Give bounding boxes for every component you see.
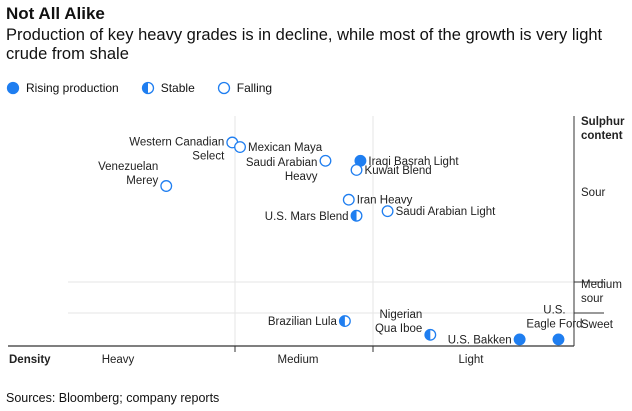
point-label: U.S. Mars Blend xyxy=(265,211,349,223)
data-point-falling xyxy=(381,205,394,218)
legend-item-falling: Falling xyxy=(217,81,272,95)
data-point-falling xyxy=(234,141,246,154)
data-point-rising xyxy=(513,333,526,346)
point-label: Kuwait Blend xyxy=(365,165,432,177)
point-marker xyxy=(513,333,526,346)
data-point-falling xyxy=(160,180,173,192)
chart-subtitle: Production of key heavy grades is in dec… xyxy=(6,26,603,63)
point-half-fill xyxy=(351,210,357,222)
rising-marker-icon xyxy=(6,81,20,95)
data-point-stable xyxy=(350,209,363,222)
falling-marker-icon xyxy=(217,81,230,95)
source-note: Sources: Bloomberg; company reports xyxy=(6,391,220,405)
x-category-label: Heavy xyxy=(102,354,135,366)
point-label: U.S. Eagle Ford xyxy=(526,304,582,330)
point-label: Iran Heavy xyxy=(357,195,413,207)
legend-label-rising: Rising production xyxy=(26,81,119,95)
point-marker xyxy=(319,154,332,167)
data-point-stable xyxy=(338,315,351,328)
y-category-label: Sweet xyxy=(581,319,614,331)
point-label: Saudi Arabian Heavy xyxy=(246,157,318,183)
x-category-label: Light xyxy=(459,354,485,366)
point-label: Iraqi Basrah Light xyxy=(368,156,459,168)
x-category-label: Medium xyxy=(278,354,319,366)
legend-label-stable: Stable xyxy=(160,81,195,95)
legend-item-stable: Stable xyxy=(141,81,195,95)
point-marker xyxy=(342,193,355,206)
chart-title: Not All Alike xyxy=(6,4,105,23)
point-label: Western Canadian Select xyxy=(129,136,225,162)
point-label: Brazilian Lula xyxy=(268,316,338,328)
point-label: Nigerian Qua Iboe xyxy=(375,309,422,335)
point-label: Saudi Arabian Light xyxy=(396,206,497,218)
point-marker xyxy=(381,205,394,218)
legend-item-rising: Rising production xyxy=(6,81,119,95)
point-label: Venezuelan Merey xyxy=(98,161,158,187)
legend-label-falling: Falling xyxy=(236,81,273,95)
stable-marker-icon xyxy=(141,81,154,95)
point-half-fill xyxy=(339,315,345,327)
data-point-falling xyxy=(342,193,355,206)
point-label: U.S. Bakken xyxy=(448,334,512,346)
data-point-falling xyxy=(319,154,332,167)
point-marker xyxy=(234,141,246,154)
point-marker xyxy=(350,164,363,176)
y-axis-title: Sulphur content xyxy=(581,116,625,142)
point-marker xyxy=(552,333,565,346)
legend: Rising production Stable Falling xyxy=(6,80,294,96)
point-marker xyxy=(160,180,173,192)
point-label: Mexican Maya xyxy=(248,142,323,154)
data-point-stable xyxy=(424,328,437,341)
data-point-rising xyxy=(552,333,565,346)
y-category-label: Medium sour xyxy=(581,279,622,305)
data-point-falling xyxy=(350,164,363,176)
y-category-label: Sour xyxy=(581,187,605,199)
x-axis-title: Density xyxy=(9,354,51,366)
point-half-fill xyxy=(425,329,431,341)
